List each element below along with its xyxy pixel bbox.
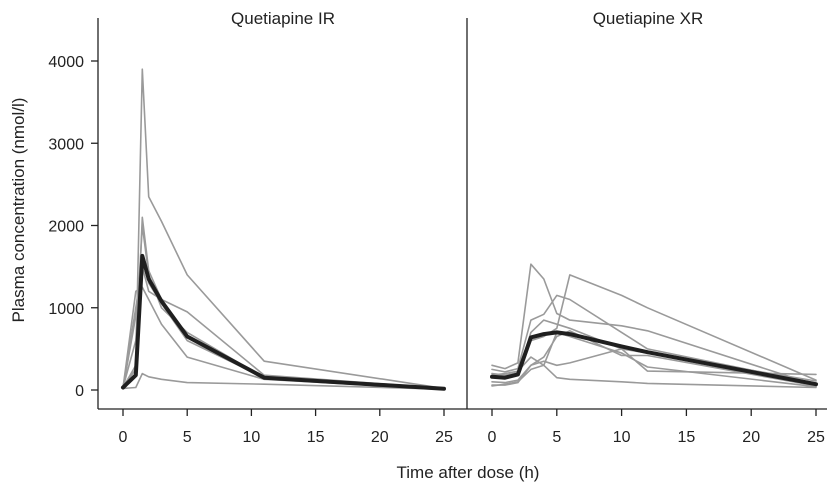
individual-line-ir-7	[122, 372, 445, 391]
individual-line-ir-6	[122, 286, 445, 391]
panel-title-ir: Quetiapine IR	[231, 9, 335, 28]
plot-area-ir	[121, 68, 446, 391]
panel-title-xr: Quetiapine XR	[593, 9, 704, 28]
y-axis-label: Plasma concentration (nmol/l)	[9, 98, 28, 323]
y-tick-label: 1000	[48, 301, 84, 318]
plot-area-xr	[490, 263, 818, 389]
y-axis: 0 1000 2000 3000 4000 Plasma concentration (…	[9, 18, 99, 409]
individual-line-xr-5	[491, 329, 817, 387]
x-tick-label-xr: 20	[742, 429, 760, 446]
x-tick-label-ir: 5	[183, 429, 192, 446]
y-tick-label: 4000	[48, 54, 84, 71]
x-tick-label-ir: 25	[435, 429, 453, 446]
x-axis-label: Time after dose (h)	[397, 463, 540, 482]
x-ticks-xr: 0 5 10 15 20 25	[488, 409, 825, 446]
y-ticks: 0 1000 2000 3000 4000	[48, 54, 98, 400]
individual-line-ir-1	[122, 68, 445, 390]
individual-line-ir-5	[122, 265, 445, 390]
x-tick-label-xr: 0	[488, 429, 497, 446]
x-tick-label-xr: 15	[678, 429, 696, 446]
x-tick-label-ir: 20	[371, 429, 389, 446]
individual-line-xr-3	[491, 274, 817, 381]
mean-line-ir	[121, 253, 446, 391]
x-tick-label-xr: 5	[552, 429, 561, 446]
individual-line-xr-2	[491, 294, 817, 385]
x-tick-label-ir: 10	[243, 429, 261, 446]
x-tick-label-ir: 15	[307, 429, 325, 446]
individual-line-xr-1	[491, 263, 817, 386]
individual-line-xr-7	[491, 348, 817, 386]
x-tick-label-xr: 10	[613, 429, 631, 446]
x-tick-label-ir: 0	[119, 429, 128, 446]
individual-line-xr-8	[491, 356, 817, 389]
x-ticks-ir: 0 5 10 15 20 25	[119, 409, 453, 446]
mean-line-xr	[490, 330, 818, 387]
y-tick-label: 2000	[48, 219, 84, 236]
individual-line-ir-4	[122, 257, 445, 390]
y-tick-label: 3000	[48, 136, 84, 153]
x-tick-label-xr: 25	[807, 429, 825, 446]
panel-xr: Quetiapine XR 0 5 10 15 20 25	[467, 9, 827, 446]
y-tick-label: 0	[75, 383, 84, 400]
panel-ir: Quetiapine IR 0 5 10 15 20 25	[98, 9, 467, 446]
